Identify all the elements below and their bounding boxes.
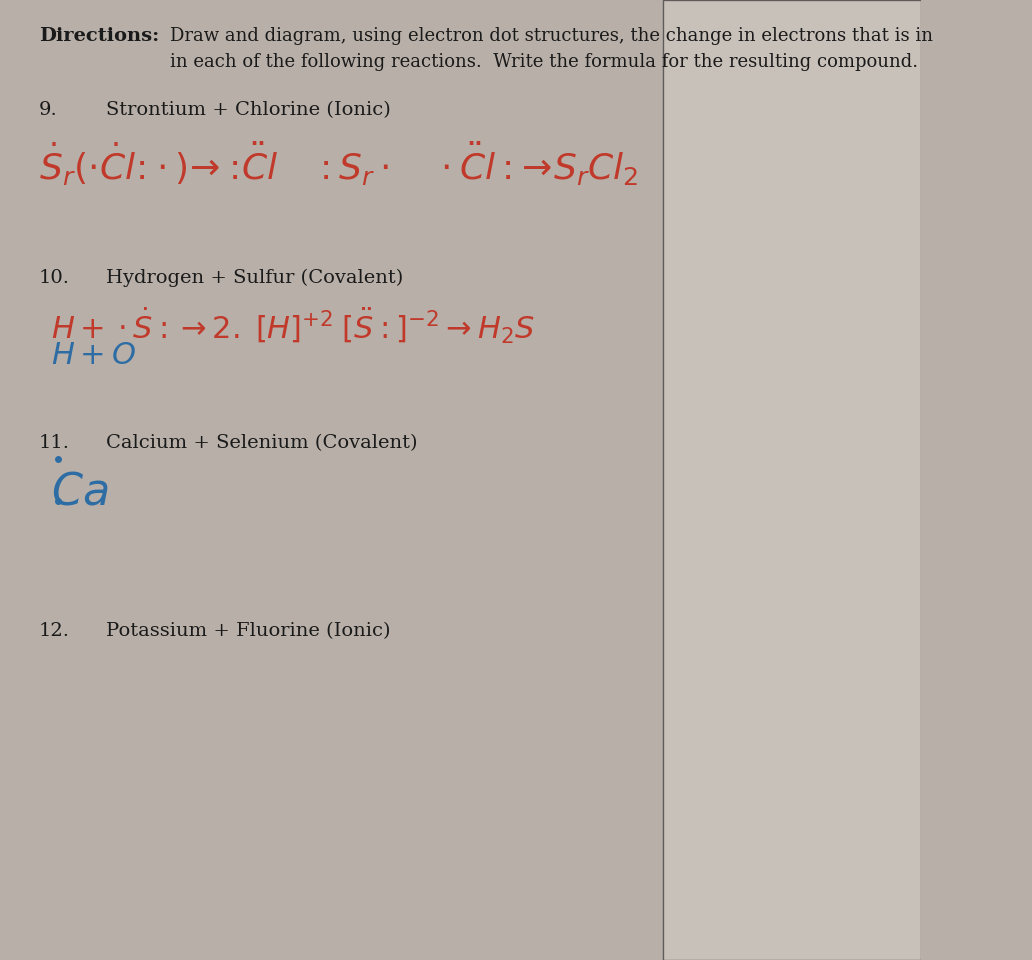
Text: 9.: 9.: [38, 101, 58, 119]
Text: Hydrogen + Sulfur (Covalent): Hydrogen + Sulfur (Covalent): [106, 269, 404, 287]
Text: Strontium + Chlorine (Ionic): Strontium + Chlorine (Ionic): [106, 101, 391, 119]
Text: Potassium + Fluorine (Ionic): Potassium + Fluorine (Ionic): [106, 622, 390, 640]
Text: 12.: 12.: [38, 622, 70, 640]
Text: 10.: 10.: [38, 269, 70, 287]
Text: Directions:: Directions:: [38, 27, 159, 45]
Text: $\mathit{H+\cdot\dot{S}:\rightarrow 2.\;[H]^{+2}\;[\ddot{S}:]^{-2}\rightarrow H_: $\mathit{H+\cdot\dot{S}:\rightarrow 2.\;…: [51, 305, 535, 347]
Text: $\mathit{\dot{S}_r(\cdot \dot{C}l\!:\!\cdot)\!\rightarrow\!:\!\ddot{C}l}$$\quad\: $\mathit{\dot{S}_r(\cdot \dot{C}l\!:\!\c…: [38, 139, 638, 188]
Text: $\mathit{H+O}$: $\mathit{H+O}$: [51, 341, 136, 370]
Text: Calcium + Selenium (Covalent): Calcium + Selenium (Covalent): [106, 434, 417, 452]
Text: in each of the following reactions.  Write the formula for the resulting compoun: in each of the following reactions. Writ…: [170, 53, 918, 71]
FancyBboxPatch shape: [663, 0, 921, 960]
Text: 11.: 11.: [38, 434, 70, 452]
Text: Draw and diagram, using electron dot structures, the change in electrons that is: Draw and diagram, using electron dot str…: [170, 27, 933, 45]
Text: $\mathit{Ca}$: $\mathit{Ca}$: [51, 470, 108, 514]
